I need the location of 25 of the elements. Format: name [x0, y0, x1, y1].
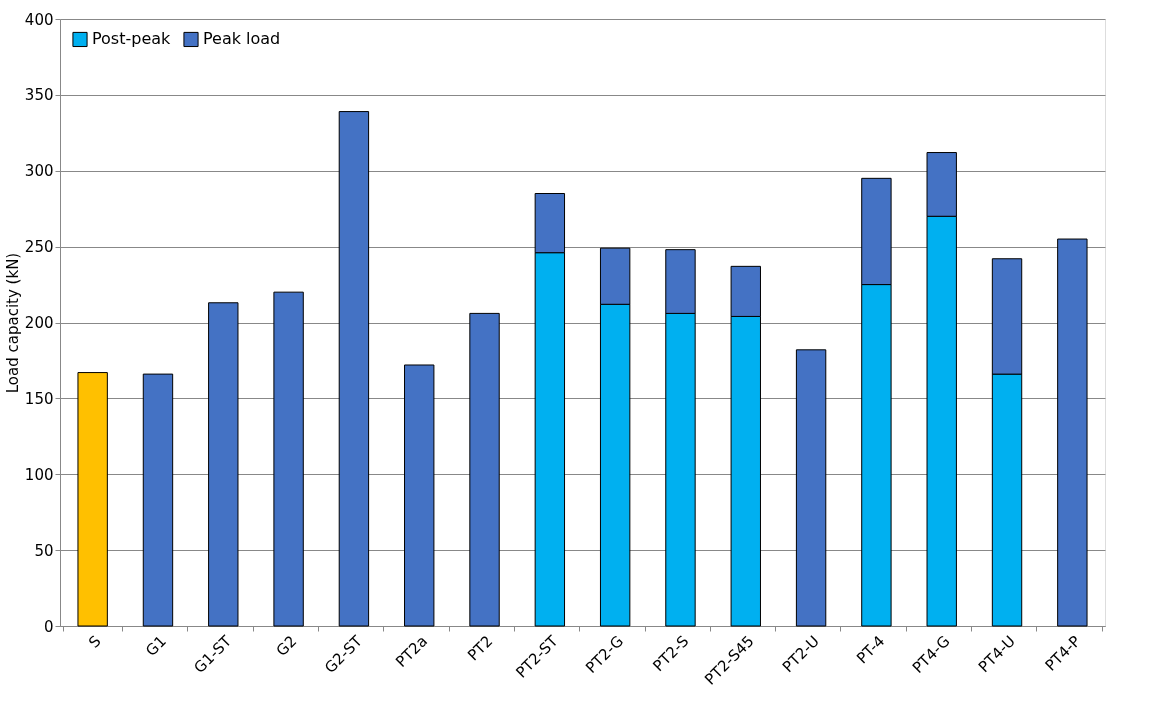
bar	[142, 373, 174, 627]
x-tick-label: G1	[142, 632, 170, 660]
y-tick-label: 200	[24, 314, 54, 332]
y-tick-label: 50	[34, 541, 54, 560]
y-tick-label: 400	[24, 10, 54, 29]
y-tick-label: 100	[24, 465, 54, 484]
bar	[208, 302, 239, 627]
legend-label: Peak load	[203, 29, 281, 49]
y-tick-label: 250	[24, 238, 54, 257]
bar	[795, 349, 827, 627]
y-axis-title: Load capacity (kN)	[3, 252, 22, 394]
bar	[469, 312, 500, 627]
x-tick-label: PT2	[463, 632, 497, 665]
y-tick-label: 350	[24, 86, 54, 105]
y-tick-label: 300	[24, 162, 54, 181]
y-tick-label: 0	[43, 617, 54, 636]
bar	[404, 364, 435, 627]
legend-label: Post-peak	[92, 29, 172, 49]
bar	[338, 111, 370, 627]
bar	[273, 291, 304, 627]
x-tick-label: G2	[272, 632, 301, 660]
bar	[1057, 238, 1088, 627]
x-tick-label: S	[85, 632, 105, 652]
bar	[77, 372, 108, 627]
y-tick-label: 150	[24, 389, 54, 408]
